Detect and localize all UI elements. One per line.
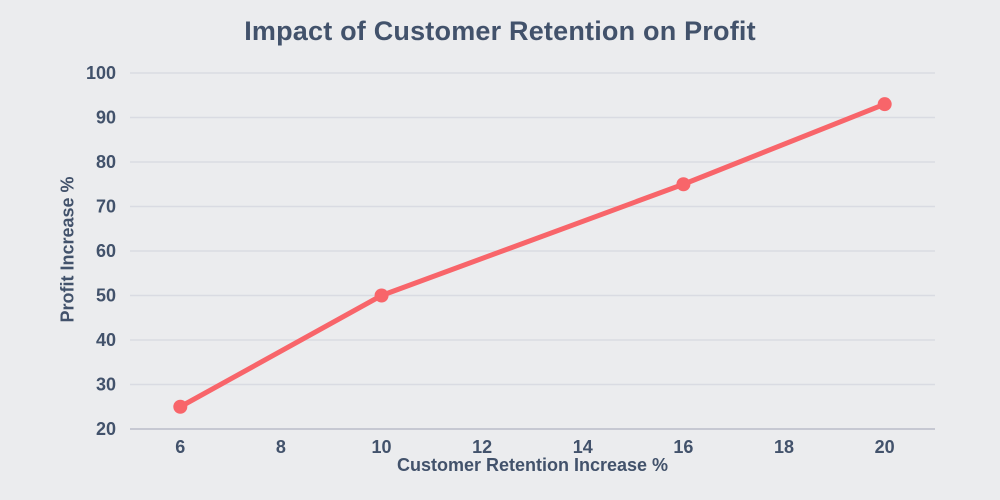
- y-tick-label: 60: [96, 241, 116, 261]
- y-tick-label: 40: [96, 330, 116, 350]
- x-tick-label: 14: [573, 437, 593, 457]
- y-tick-label: 50: [96, 286, 116, 306]
- data-line: [177, 101, 888, 410]
- y-tick-label: 70: [96, 197, 116, 217]
- y-tick-label: 80: [96, 152, 116, 172]
- y-tick-label: 30: [96, 375, 116, 395]
- x-axis-title: Customer Retention Increase %: [396, 455, 669, 475]
- x-tick-label: 20: [875, 437, 895, 457]
- y-tick-label: 90: [96, 108, 116, 128]
- y-tick-label: 100: [86, 63, 116, 83]
- x-tick-label: 16: [673, 437, 693, 457]
- y-tick-label: 20: [96, 419, 116, 439]
- data-point-marker: [173, 399, 188, 414]
- chart-title: Impact of Customer Retention on Profit: [244, 16, 756, 46]
- x-tick-label: 8: [276, 437, 286, 457]
- x-tick-label: 6: [175, 437, 185, 457]
- data-point-marker: [877, 97, 892, 112]
- data-point-marker: [676, 177, 691, 192]
- x-tick-label: 12: [472, 437, 492, 457]
- data-point-marker: [374, 288, 389, 303]
- x-tick-label: 18: [774, 437, 794, 457]
- x-tick-label: 10: [372, 437, 392, 457]
